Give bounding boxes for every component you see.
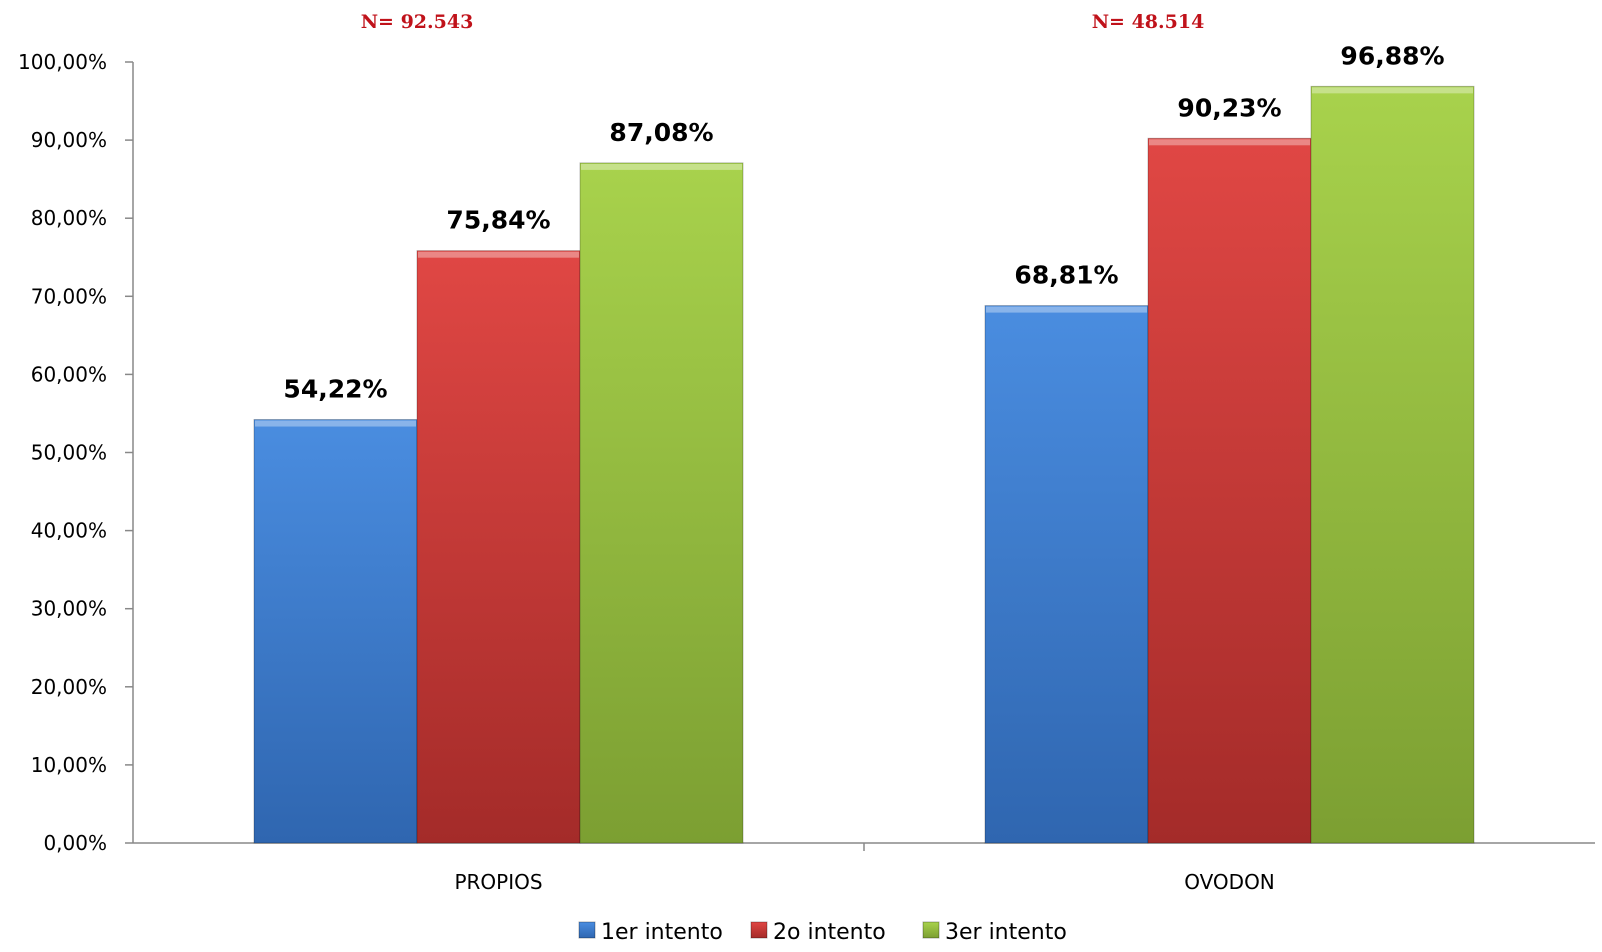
legend: 1er intento 2o intento 3er intento [578,920,1067,945]
y-tick-label: 70,00% [31,284,107,308]
bar-highlight [255,420,416,427]
y-tick-label: 20,00% [31,675,107,699]
category-n-annotation: N= 48.514 [1092,11,1205,33]
data-label: 87,08% [609,118,713,147]
category-label: PROPIOS [454,870,542,894]
bar-highlight [986,306,1147,313]
bar [579,162,744,844]
data-label: 90,23% [1177,93,1281,122]
bar-highlight [1312,87,1473,94]
legend-swatch [922,921,940,939]
data-label: 54,22% [283,375,387,404]
legend-label: 3er intento [945,920,1067,945]
y-axis-ticks: 0,00% 10,00% 20,00% 30,00% 40,00% 50,00% 60,00… [18,50,133,855]
data-label: 96,88% [1340,41,1444,70]
bars [253,85,1475,844]
bar [253,419,418,844]
bar [1310,85,1475,844]
y-tick-label: 100,00% [18,50,107,74]
y-tick-label: 80,00% [31,206,107,230]
legend-swatch [578,921,596,939]
bar-highlight [1149,139,1310,146]
bar [1147,137,1312,844]
category-annotations: N= 92.543 N= 48.514 [361,11,1205,33]
category-label: OVODON [1184,870,1275,894]
y-tick-label: 40,00% [31,519,107,543]
y-tick-label: 10,00% [31,753,107,777]
legend-label: 2o intento [773,920,886,945]
category-n-annotation: N= 92.543 [361,11,474,33]
legend-swatch [750,921,768,939]
data-label: 68,81% [1014,261,1118,290]
y-tick-label: 90,00% [31,128,107,152]
y-tick-label: 60,00% [31,362,107,386]
data-labels: 54,22% 75,84% 87,08% 68,81% 90,23% 96,88% [283,41,1444,403]
bar-highlight [418,251,579,258]
y-tick-label: 30,00% [31,597,107,621]
bar [984,305,1149,844]
data-label: 75,84% [446,206,550,235]
y-tick-label: 50,00% [31,441,107,465]
bar [416,250,581,844]
y-tick-label: 0,00% [43,831,107,855]
category-labels: PROPIOS OVODON [454,870,1274,894]
legend-label: 1er intento [601,920,723,945]
bar-highlight [581,163,742,170]
